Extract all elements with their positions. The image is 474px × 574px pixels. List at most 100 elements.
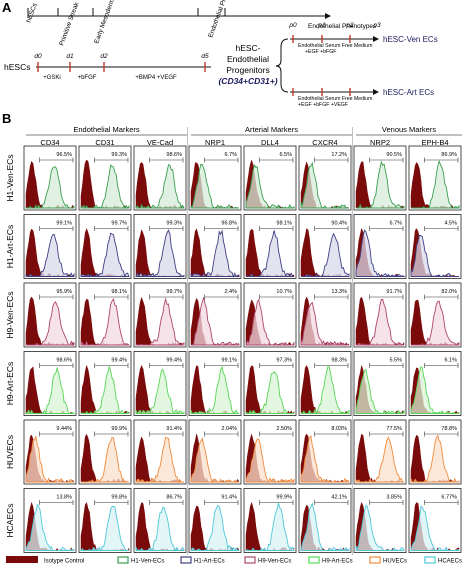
histogram-panel: 6.7% [353, 214, 407, 279]
histogram-panel: 4.5% [408, 214, 462, 279]
group-header: Endothelial Markers [73, 125, 140, 134]
percent-label: 6.77% [441, 495, 457, 501]
percent-label: 99.7% [166, 289, 182, 295]
percent-label: 98.3% [331, 358, 347, 364]
histogram-panel: 6.1% [408, 351, 462, 416]
day-label-d0: d0 [34, 53, 42, 60]
histogram-panel: 86.9% [408, 145, 462, 211]
sample-histogram [245, 298, 295, 346]
sample-histogram [80, 297, 131, 346]
panel-b: B Endothelial Markers Arterial Markers Ven… [2, 111, 462, 555]
ven-factors: +EGF +bFGF [305, 49, 336, 55]
percent-label: 96.5% [56, 152, 72, 158]
sample-histogram [190, 437, 239, 484]
histogram-panel: 91.4% [133, 419, 187, 485]
percent-label: 2.50% [276, 426, 292, 432]
sample-histogram [355, 368, 405, 415]
column-header-cd34: CD34 [40, 138, 59, 147]
percent-label: 99.8% [111, 495, 127, 501]
percent-label: 90.5% [386, 152, 402, 158]
sample-histogram [80, 164, 130, 209]
percent-label: 6.1% [444, 358, 457, 364]
percent-label: 9.44% [56, 426, 72, 432]
passage-label-p3: p3 [372, 22, 381, 29]
sample-histogram [135, 164, 185, 209]
percent-label: 95.9% [56, 289, 72, 295]
sample-histogram [25, 166, 75, 210]
row-label: HUVECs [5, 435, 15, 469]
sample-histogram [25, 233, 75, 278]
histogram-panel: 97.3% [243, 351, 297, 416]
percent-label: 90.4% [331, 221, 347, 227]
percent-label: 6.7% [224, 152, 237, 158]
percent-label: 91.4% [166, 426, 182, 432]
row-label: HCAECs [5, 503, 15, 537]
sample-histogram [135, 229, 185, 278]
sample-histogram [80, 365, 130, 414]
percent-label: 82.0% [441, 289, 457, 295]
histogram-panel: 90.5% [353, 145, 407, 211]
percent-label: 3.85% [386, 495, 402, 501]
percent-label: 86.7% [166, 495, 182, 501]
percent-label: 10.7% [276, 289, 292, 295]
percent-label: 96.8% [221, 221, 237, 227]
sample-histogram [135, 436, 184, 484]
histogram-panel: 99.9% [78, 419, 132, 485]
sample-histogram [410, 434, 460, 483]
histogram-panel: 8.03% [298, 419, 352, 485]
sample-histogram [355, 229, 406, 278]
legend-swatch [424, 556, 436, 564]
sample-histogram [300, 366, 350, 415]
percent-label: 99.7% [111, 221, 127, 227]
sample-histogram [301, 232, 350, 277]
progenitor-markers: (CD34+CD31+) [218, 76, 277, 86]
sample-histogram [80, 232, 130, 278]
histogram-panel: 82.0% [408, 282, 462, 348]
sample-histogram [300, 435, 350, 483]
percent-label: 99.4% [111, 358, 127, 364]
percent-label: 99.1% [56, 221, 72, 227]
row-label: H1-Ven-ECs [5, 154, 15, 201]
percent-label: 98.6% [166, 152, 182, 158]
histogram-panel: 6.77% [408, 488, 462, 553]
sample-histogram [410, 505, 460, 551]
percent-label: 4.5% [444, 221, 457, 227]
row-label: H9-Art-ECs [5, 362, 15, 405]
sample-histogram [300, 502, 350, 552]
percent-label: 98.1% [276, 221, 292, 227]
passage-label-p2: p2 [345, 22, 354, 29]
sample-histogram [245, 230, 294, 277]
legend-swatch [6, 556, 38, 563]
histogram-panel: 6.7% [188, 145, 242, 211]
column-header-nrp1: NRP1 [205, 138, 225, 147]
percent-label: 99.1% [221, 358, 237, 364]
histogram-panel: 90.4% [298, 214, 352, 279]
legend: Isotype Control H1-Ven-ECs H1-Art-ECs H9-Ve… [6, 556, 462, 565]
sample-histogram [355, 504, 405, 552]
legend-swatch [180, 556, 192, 564]
row-label: H1-Art-ECs [5, 225, 15, 268]
histogram-panel: 98.1% [243, 214, 297, 279]
art-result: hESC-Art ECs [383, 88, 434, 97]
stage-primitive-streak: Primitive Streak [58, 1, 80, 47]
group-header: Venous Markers [382, 125, 436, 134]
histogram-panel: 98.6% [133, 145, 187, 211]
sample-histogram [245, 370, 295, 415]
sample-histogram [191, 296, 240, 346]
histogram-panel: 91.4% [188, 488, 242, 553]
percent-label: 6.5% [279, 152, 292, 158]
percent-label: 78.8% [441, 426, 457, 432]
histogram-panel: 86.7% [133, 488, 187, 553]
histogram-panel: 2.50% [243, 419, 297, 485]
percent-label: 91.4% [221, 495, 237, 501]
sample-histogram [135, 368, 185, 415]
ven-result: hESC-Ven ECs [383, 35, 438, 44]
stage-hescs: hESCs [25, 2, 39, 24]
sample-histogram [244, 502, 295, 552]
column-header-eph-b4: EPH-B4 [421, 138, 448, 147]
legend-label: HCAECs [438, 559, 462, 565]
histogram-panel: 99.4% [78, 351, 132, 416]
hescs-start-label: hESCs [4, 62, 30, 72]
sample-histogram [135, 297, 185, 346]
